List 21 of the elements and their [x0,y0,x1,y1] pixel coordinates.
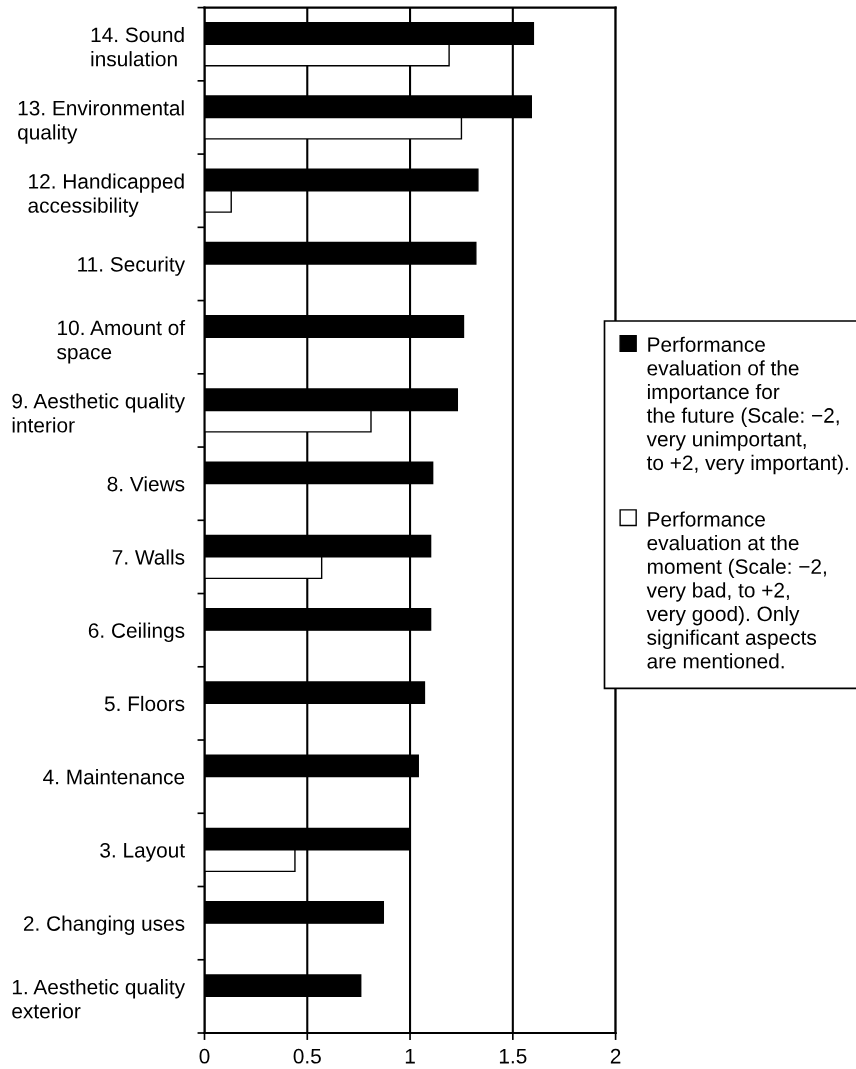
y-tick-label: 7. Walls [112,549,185,565]
y-tick-label: 12. Handicapped accessibility [28,173,184,217]
y-tick-label: 3. Layout [100,842,185,862]
y-tick-label: 13. Environmental quality [18,100,184,144]
y-tick-label: 11. Security [78,256,186,276]
x-tick-label: 0 [199,1048,210,1064]
x-tick-label: 1 [405,1049,415,1064]
x-tick-label: 1.5 [499,1049,527,1064]
y-tick-label: 10. Amount of space [57,319,186,364]
y-tick-label: 6. Ceilings [88,622,185,643]
y-tick-label: 9. Aesthetic quality interior [12,393,186,433]
legend-label: Performance evaluation at the moment (Scale: −2, very bad, to +2, very good). Only significant aspects are mentioned. [646,511,826,669]
y-tick-label: 2. Changing uses [23,915,185,936]
y-tick-label: 8. Views [107,476,185,492]
y-tick-label: 1. Aesthetic quality exterior [12,979,186,1019]
x-tick-label: 0.5 [293,1048,321,1064]
y-tick-label: 4. Maintenance [43,769,185,785]
legend-label: Performance evaluation of the importance for the future (Scale: −2, very unimportant, to +2, very important). [646,336,848,475]
y-tick-label: 14. Sound insulation [91,26,184,67]
y-tick-label: 5. Floors [104,695,185,712]
x-tick-label: 2 [610,1048,621,1064]
